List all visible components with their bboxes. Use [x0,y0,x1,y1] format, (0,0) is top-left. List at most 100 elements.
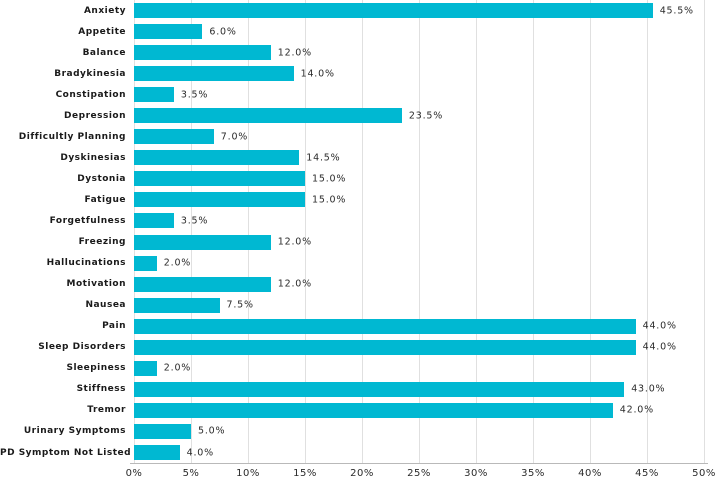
bar-track: 44.0% [134,318,704,334]
bar-track: 43.0% [134,381,704,397]
x-axis-line [130,463,708,464]
category-label: Sleep Disorders [38,342,126,353]
bar-rows: Anxiety 45.5% Appetite 6.0% Balance 12.0% Brad… [0,0,720,463]
value-label: 44.0% [642,320,677,332]
bar-track: 6.0% [134,24,704,40]
gridline-15% [305,0,306,463]
bar-row: Bradykinesia 14.0% [0,63,720,84]
bar-track: 15.0% [134,192,704,208]
bar [134,66,294,82]
value-label: 7.5% [226,299,254,311]
bar-row: Sleepiness 2.0% [0,358,720,379]
x-tick-label: 5% [182,468,200,479]
bar-row: Dystonia 15.0% [0,168,720,189]
x-tick-label: 25% [407,468,431,479]
gridline-50% [704,0,705,463]
value-label: 12.0% [277,278,312,290]
x-tick-label: 30% [464,468,488,479]
bar [134,276,271,292]
gridline-25% [419,0,420,463]
bar [134,24,203,40]
bar [134,234,271,250]
x-tick-label: 0% [125,468,143,479]
category-label: Pain [102,321,126,332]
bar-track: 23.5% [134,108,704,124]
value-label: 23.5% [408,110,444,122]
value-label: 6.0% [209,26,237,38]
x-tick-label: 15% [293,468,317,479]
category-label: Dystonia [77,173,126,184]
bar-row: Nausea 7.5% [0,295,720,316]
category-label: Anxiety [83,5,126,16]
x-tick-label: 45% [635,468,659,479]
gridline-10% [248,0,249,463]
value-label: 12.0% [277,47,312,59]
gridline-30% [476,0,477,463]
bar-row: PD Symptom Not Listed 4.0% [0,442,720,463]
bar-row: Anxiety 45.5% [0,0,720,21]
value-label: 42.0% [619,404,654,416]
x-tick-label: 10% [236,468,260,479]
bar-track: 2.0% [134,255,704,271]
bar-row: Motivation 12.0% [0,274,720,295]
bar [134,3,653,19]
bar [134,318,636,334]
value-label: 43.0% [631,383,666,395]
x-axis-ticks: 0% 5% 10% 15% 20% 25% 30% 35% 40% 45% 50% [126,466,716,484]
category-label: Stiffness [76,384,126,395]
category-label: Dyskinesias [60,152,126,163]
bar-track: 12.0% [134,45,704,61]
bar [134,360,157,376]
value-label: 2.0% [163,362,192,374]
gridline-40% [590,0,591,463]
category-label: Urinary Symptoms [23,426,126,437]
category-label: Forgetfulness [49,215,126,226]
bar [134,45,271,61]
gridline-5% [191,0,192,463]
gridline-20% [362,0,363,463]
bar [134,339,636,355]
value-label: 2.0% [163,257,192,269]
category-label: Constipation [55,89,126,100]
bar [134,381,625,397]
value-label: 3.5% [180,215,209,227]
bar-row: Tremor 42.0% [0,400,720,421]
bar [134,423,191,439]
bar-track: 7.5% [134,297,704,313]
bar-row: Fatigue 15.0% [0,189,720,210]
bar-track: 15.0% [134,171,704,187]
x-tick-label: 35% [521,468,545,479]
bar-track: 7.0% [134,129,704,145]
bar [134,402,613,418]
bar [134,129,214,145]
category-label: Appetite [78,26,126,37]
bar-track: 5.0% [134,423,704,439]
x-tick-label: 40% [578,468,602,479]
bar-track: 2.0% [134,360,704,376]
bar-row: Sleep Disorders 44.0% [0,337,720,358]
category-label: Hallucinations [46,258,126,269]
bar-row: Difficultly Planning 7.0% [0,126,720,147]
bar [134,255,157,271]
value-label: 5.0% [198,425,226,437]
bar-row: Forgetfulness 3.5% [0,210,720,231]
bar-track: 42.0% [134,402,704,418]
bar [134,171,305,187]
value-label: 14.5% [306,152,341,164]
bar-row: Balance 12.0% [0,42,720,63]
value-label: 15.0% [312,173,347,185]
bar [134,87,174,103]
bar-row: Depression 23.5% [0,105,720,126]
bar-track: 4.0% [134,445,704,460]
value-label: 12.0% [277,236,312,248]
category-label: Fatigue [84,194,126,205]
value-label: 15.0% [312,194,347,206]
gridline-35% [533,0,534,463]
value-label: 7.0% [220,131,249,143]
bar-row: Pain 44.0% [0,316,720,337]
gridlines [134,0,705,463]
category-label: Bradykinesia [54,68,126,79]
bar-track: 12.0% [134,234,704,250]
bar-track: 3.5% [134,87,704,103]
